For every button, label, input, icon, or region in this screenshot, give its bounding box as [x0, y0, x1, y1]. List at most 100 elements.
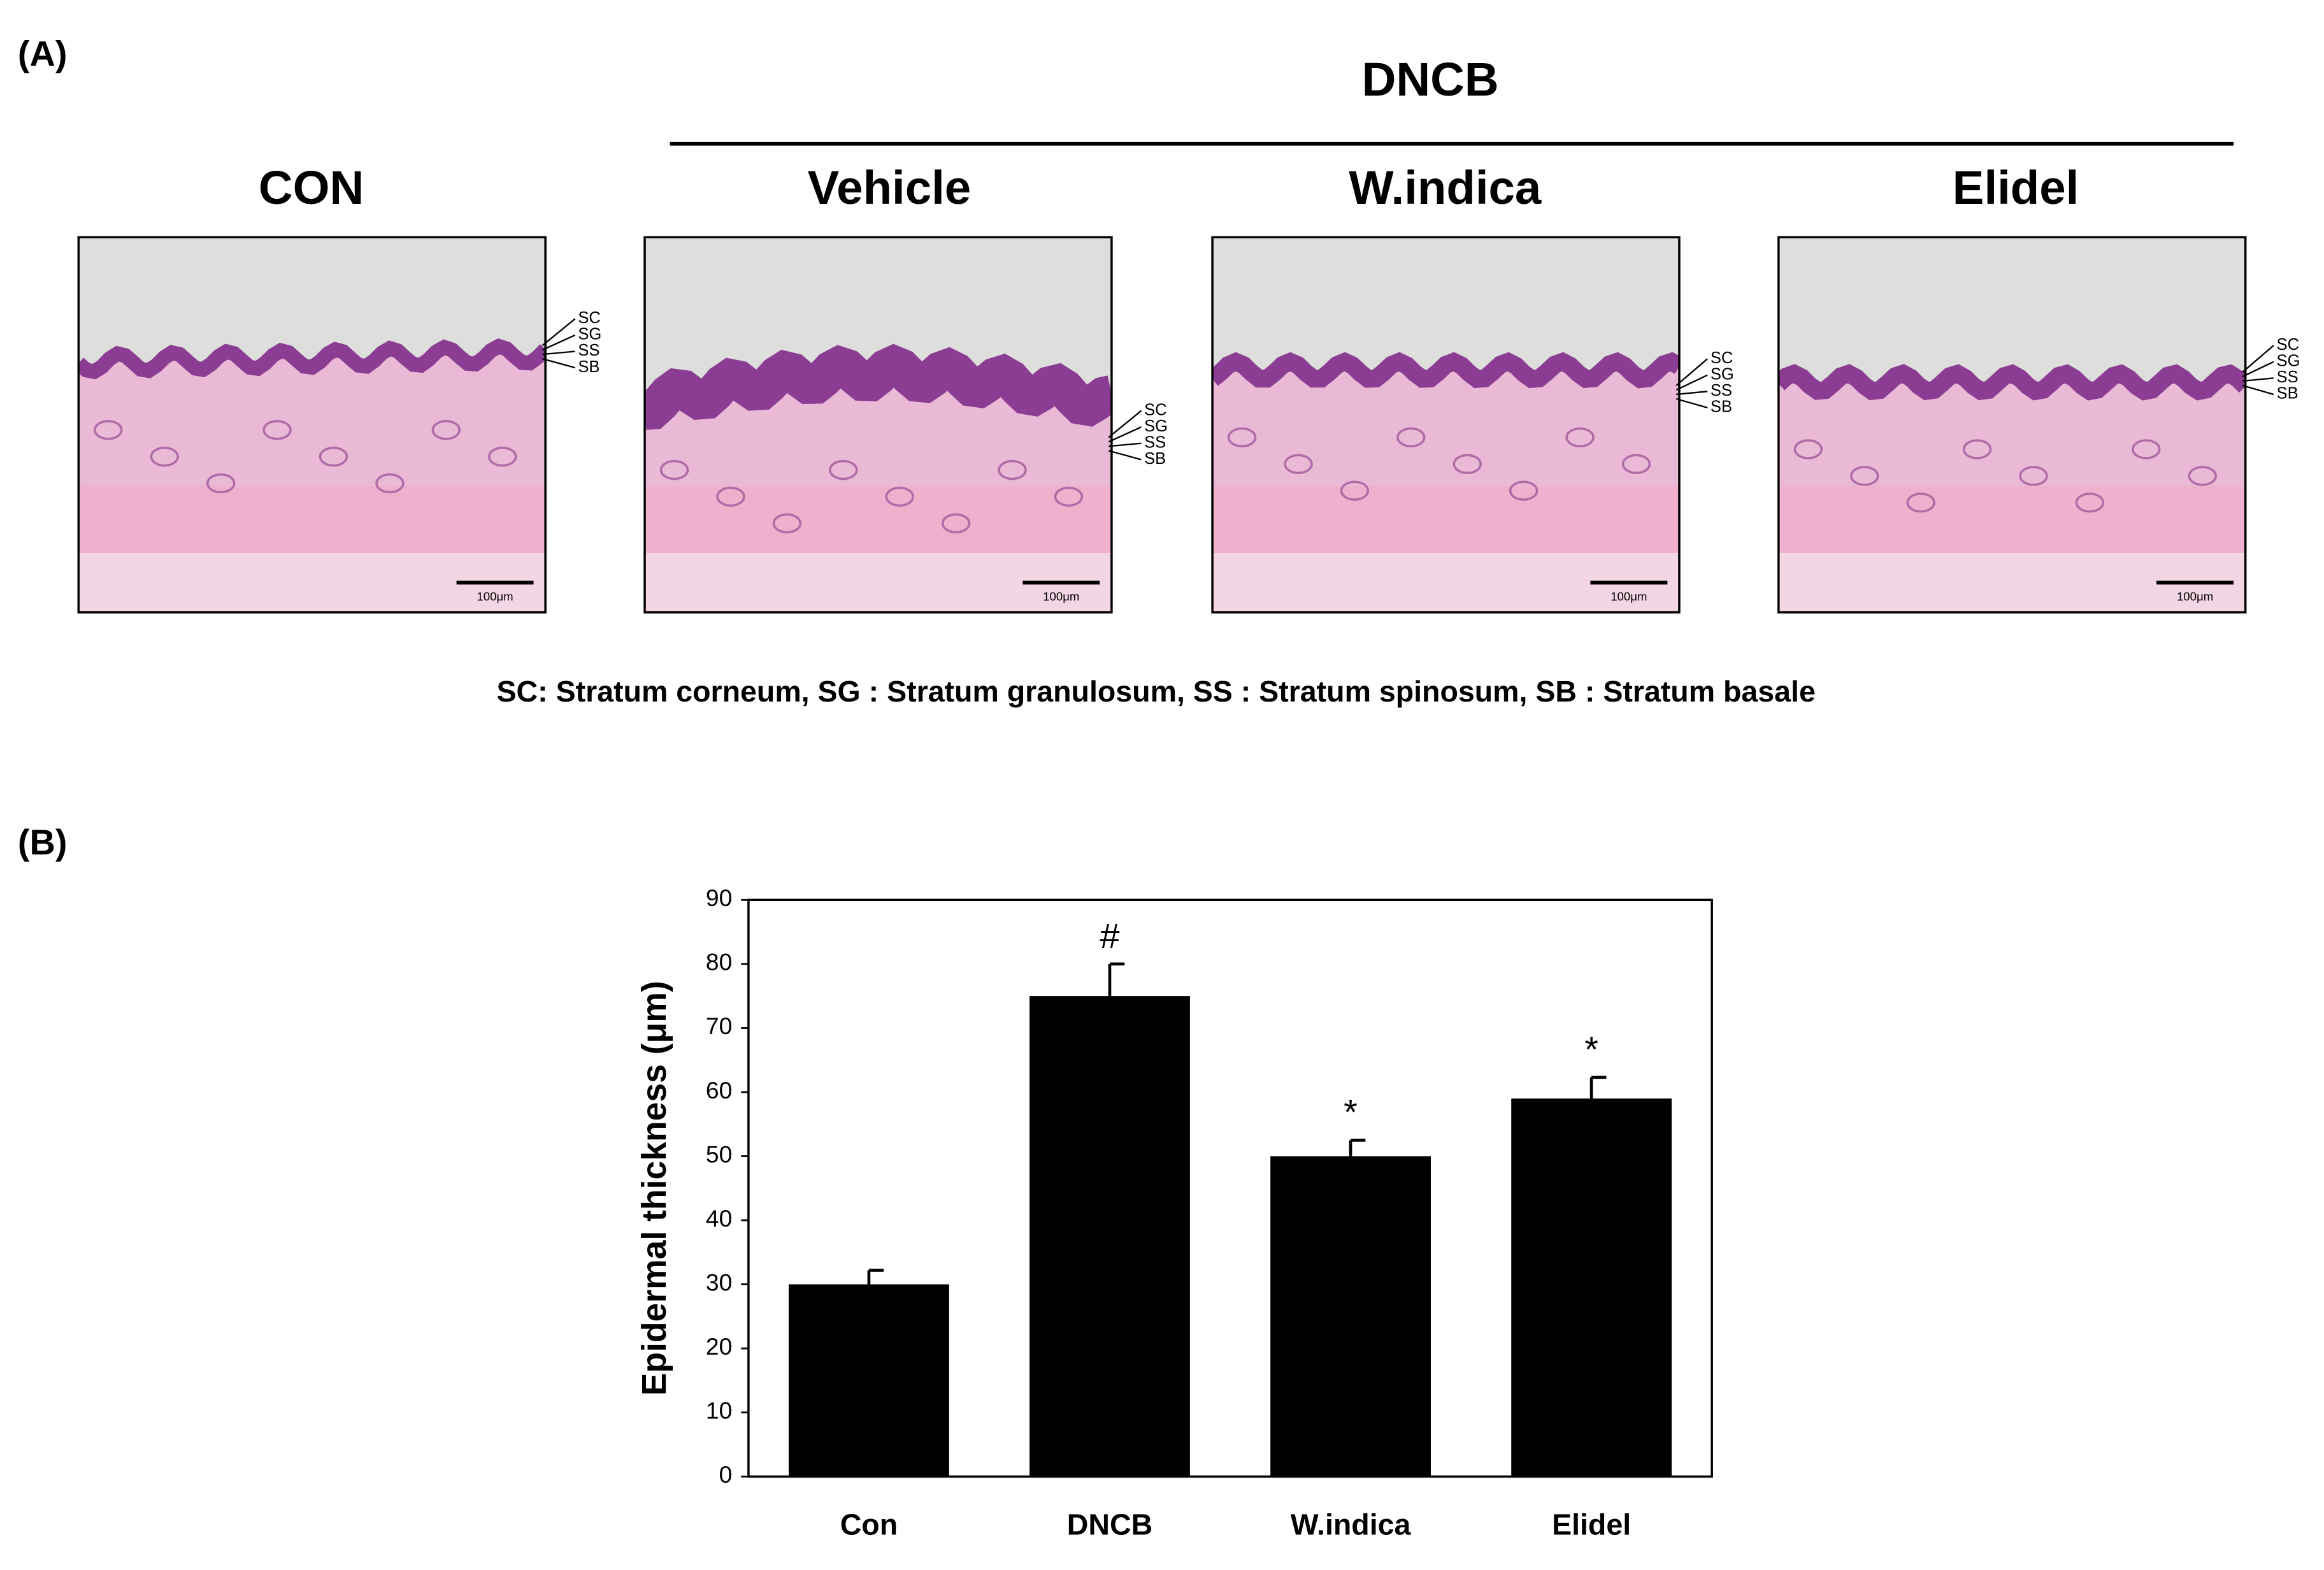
layer-pointer — [1675, 358, 1708, 386]
histology-image — [78, 237, 546, 612]
follicle — [262, 420, 292, 440]
follicle — [431, 420, 461, 440]
follicle — [2132, 439, 2161, 459]
follicle — [716, 486, 745, 507]
follicle — [1793, 439, 1823, 459]
panel-title: Elidel — [1953, 161, 2079, 214]
image-frame — [1777, 236, 2247, 614]
follicle — [94, 420, 123, 440]
layer-label: SC — [578, 309, 601, 327]
x-tick-label: DNCB — [1067, 1508, 1152, 1541]
panel-title: CON — [259, 161, 364, 214]
significance-mark: * — [1344, 1092, 1358, 1132]
follicle — [772, 513, 802, 534]
follicle — [1621, 454, 1651, 475]
muscle-layer — [645, 486, 1112, 553]
histology-image — [1778, 237, 2246, 612]
y-tick-label: 80 — [706, 949, 732, 976]
layer-label: SS — [578, 342, 599, 359]
plot-frame — [747, 898, 1713, 1478]
y-tick-label: 20 — [706, 1333, 732, 1360]
follicle — [1452, 454, 1482, 475]
y-tick-label: 30 — [706, 1269, 732, 1295]
muscle-layer — [1212, 486, 1679, 553]
bar — [1270, 1156, 1431, 1477]
group-label: DNCB — [1362, 53, 1499, 106]
y-tick-label: 90 — [706, 884, 732, 911]
layer-label: SB — [2277, 385, 2299, 403]
layer-pointer — [542, 334, 576, 351]
follicle — [998, 459, 1027, 480]
scale-bar-label: 100μm — [1610, 590, 1647, 603]
follicle — [1906, 493, 1935, 513]
follicle — [1565, 427, 1595, 448]
bar — [1029, 996, 1190, 1477]
follicle — [206, 473, 236, 494]
layer-pointer — [2242, 384, 2274, 396]
x-tick-label: Elidel — [1552, 1508, 1631, 1541]
x-tick-label: W.indica — [1291, 1508, 1412, 1541]
follicle — [941, 513, 971, 534]
follicle — [2075, 493, 2105, 513]
panel-label: (B) — [18, 822, 68, 862]
layer-pointer — [2242, 361, 2274, 378]
layer-label: SB — [578, 358, 599, 376]
error-bar — [1589, 1076, 1607, 1099]
follicle — [1340, 480, 1370, 501]
layer-pointer — [542, 350, 575, 356]
y-tick-label: 70 — [706, 1012, 732, 1039]
layer-pointer — [1108, 410, 1142, 438]
muscle-layer — [78, 486, 546, 553]
layer-legend: SC: Stratum corneum, SG : Stratum granul… — [497, 675, 1816, 708]
image-frame — [77, 236, 547, 614]
layer-label: SG — [2277, 352, 2300, 370]
follicle — [1850, 466, 1879, 486]
follicle — [885, 486, 914, 507]
error-bar — [1108, 962, 1125, 997]
y-axis-title: Epidermal thickness (μm) — [636, 981, 673, 1395]
image-frame — [1211, 236, 1681, 614]
image-frame — [643, 236, 1113, 614]
layer-pointer — [2242, 345, 2274, 373]
layer-pointer — [1676, 391, 1708, 396]
y-tick-label: 10 — [706, 1397, 732, 1424]
layer-label: SS — [1144, 434, 1166, 452]
epidermis — [645, 343, 1112, 430]
y-tick-label: 40 — [706, 1205, 732, 1232]
epidermis — [1212, 352, 1679, 389]
follicle — [319, 446, 348, 467]
layer-label: SB — [1144, 450, 1166, 468]
follicle — [1962, 439, 1992, 459]
y-tick-label: 60 — [706, 1077, 732, 1104]
y-tick-label: 50 — [706, 1141, 732, 1167]
layer-pointer — [1675, 398, 1708, 409]
layer-pointer — [542, 318, 576, 347]
layer-label: SG — [1144, 417, 1168, 435]
follicle — [488, 446, 517, 467]
layer-label: SB — [1711, 398, 1732, 416]
layer-pointer — [2242, 377, 2274, 382]
significance-mark: # — [1100, 916, 1119, 956]
layer-pointer — [1675, 374, 1708, 391]
scale-bar-label: 100μm — [1043, 590, 1079, 603]
follicle — [1054, 486, 1084, 507]
muscle-layer — [1778, 486, 2246, 553]
layer-label: SS — [2277, 368, 2299, 386]
follicle — [1396, 427, 1426, 448]
histology-image — [1212, 237, 1679, 612]
panel-title: W.indica — [1349, 161, 1542, 214]
layer-pointer — [1108, 426, 1142, 443]
epidermis — [78, 338, 546, 380]
layer-label: SG — [1711, 365, 1734, 383]
layer-pointer — [1108, 450, 1142, 461]
error-bar — [1349, 1139, 1366, 1156]
bar — [1511, 1098, 1672, 1477]
x-tick-label: Con — [840, 1508, 898, 1541]
significance-mark: * — [1584, 1029, 1598, 1069]
bar — [789, 1284, 949, 1477]
histology-image — [645, 237, 1112, 612]
follicle — [829, 459, 858, 480]
layer-label: SC — [1144, 401, 1167, 419]
